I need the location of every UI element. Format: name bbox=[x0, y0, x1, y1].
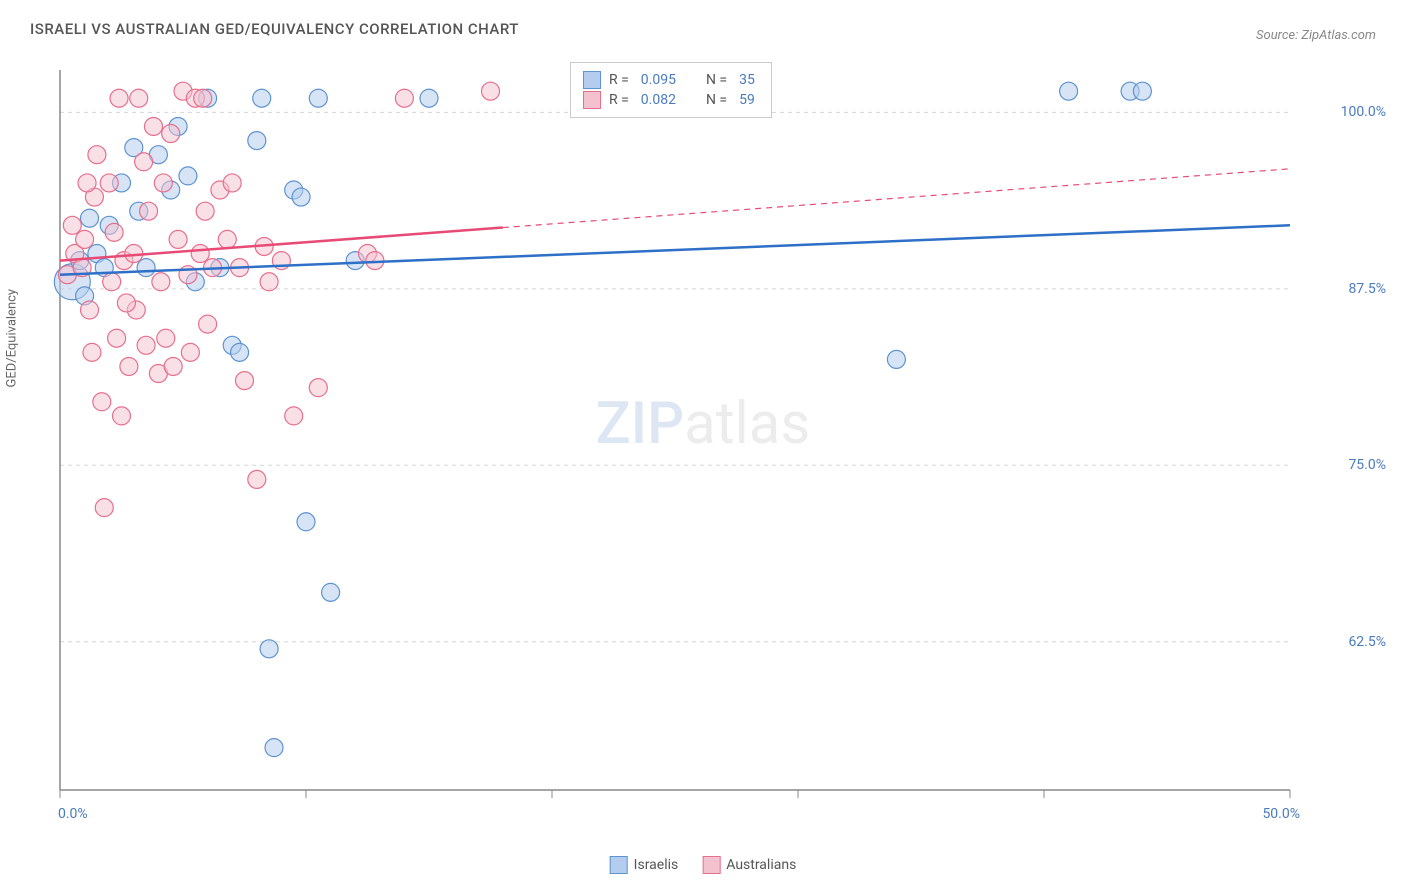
scatter-point bbox=[120, 357, 138, 375]
legend-n-label: N = bbox=[706, 92, 727, 108]
scatter-point bbox=[157, 329, 175, 347]
scatter-point bbox=[140, 202, 158, 220]
scatter-point bbox=[164, 357, 182, 375]
scatter-point bbox=[130, 89, 148, 107]
scatter-point bbox=[218, 230, 236, 248]
source-attribution: Source: ZipAtlas.com bbox=[1256, 28, 1376, 43]
scatter-point bbox=[297, 513, 315, 531]
trend-line-extrapolated bbox=[503, 169, 1290, 228]
scatter-point bbox=[137, 259, 155, 277]
legend-n-value: 59 bbox=[739, 92, 755, 108]
chart-title: ISRAELI VS AUSTRALIAN GED/EQUIVALENCY CO… bbox=[30, 20, 519, 38]
legend-n-value: 35 bbox=[739, 72, 755, 88]
y-tick-label: 100.0% bbox=[1341, 104, 1386, 120]
y-tick-label: 75.0% bbox=[1348, 457, 1386, 473]
legend-swatch bbox=[610, 856, 628, 874]
legend-r-value: 0.095 bbox=[641, 72, 676, 88]
x-tick-label: 50.0% bbox=[1250, 806, 1300, 822]
scatter-point bbox=[169, 230, 187, 248]
scatter-point bbox=[322, 583, 340, 601]
scatter-point bbox=[81, 301, 99, 319]
series-legend: Israelis Australians bbox=[610, 856, 797, 874]
legend-r-value: 0.082 bbox=[641, 92, 676, 108]
legend-row: R = 0.082 N = 59 bbox=[583, 91, 759, 109]
scatter-point bbox=[194, 89, 212, 107]
scatter-point bbox=[93, 393, 111, 411]
scatter-point bbox=[63, 216, 81, 234]
scatter-point bbox=[181, 343, 199, 361]
legend-r-label: R = bbox=[609, 72, 629, 88]
scatter-point bbox=[83, 343, 101, 361]
trend-line bbox=[60, 225, 1290, 274]
series-label: Australians bbox=[726, 857, 796, 873]
scatter-point bbox=[105, 223, 123, 241]
scatter-point bbox=[108, 329, 126, 347]
scatter-point bbox=[76, 230, 94, 248]
scatter-point bbox=[231, 343, 249, 361]
correlation-legend: R = 0.095 N = 35 R = 0.082 N = 59 bbox=[570, 62, 772, 118]
scatter-point bbox=[260, 640, 278, 658]
scatter-point bbox=[196, 202, 214, 220]
y-tick-label: 87.5% bbox=[1348, 281, 1386, 297]
legend-r-label: R = bbox=[609, 92, 629, 108]
series-legend-item: Israelis bbox=[610, 856, 679, 874]
scatter-point bbox=[260, 273, 278, 291]
scatter-point bbox=[887, 350, 905, 368]
scatter-plot bbox=[50, 60, 1340, 820]
scatter-point bbox=[395, 89, 413, 107]
scatter-point bbox=[137, 336, 155, 354]
scatter-point bbox=[309, 379, 327, 397]
scatter-point bbox=[113, 407, 131, 425]
scatter-point bbox=[117, 294, 135, 312]
scatter-point bbox=[144, 117, 162, 135]
legend-n-label: N = bbox=[706, 72, 727, 88]
scatter-point bbox=[78, 174, 96, 192]
scatter-point bbox=[135, 153, 153, 171]
scatter-point bbox=[81, 209, 99, 227]
scatter-point bbox=[223, 174, 241, 192]
scatter-point bbox=[248, 132, 266, 150]
scatter-point bbox=[100, 174, 118, 192]
legend-swatch bbox=[702, 856, 720, 874]
scatter-point bbox=[1060, 82, 1078, 100]
series-legend-item: Australians bbox=[702, 856, 796, 874]
scatter-point bbox=[103, 273, 121, 291]
scatter-point bbox=[88, 146, 106, 164]
scatter-point bbox=[1133, 82, 1151, 100]
legend-row: R = 0.095 N = 35 bbox=[583, 71, 759, 89]
scatter-point bbox=[179, 167, 197, 185]
scatter-point bbox=[309, 89, 327, 107]
scatter-point bbox=[110, 89, 128, 107]
y-tick-label: 62.5% bbox=[1348, 634, 1386, 650]
legend-swatch bbox=[583, 71, 601, 89]
x-tick-label: 0.0% bbox=[58, 806, 88, 822]
scatter-point bbox=[248, 470, 266, 488]
scatter-point bbox=[420, 89, 438, 107]
series-label: Israelis bbox=[634, 857, 679, 873]
scatter-point bbox=[292, 188, 310, 206]
scatter-point bbox=[162, 125, 180, 143]
scatter-point bbox=[265, 739, 283, 757]
scatter-point bbox=[191, 245, 209, 263]
scatter-point bbox=[482, 82, 500, 100]
scatter-point bbox=[95, 499, 113, 517]
chart-svg bbox=[50, 60, 1340, 820]
scatter-point bbox=[236, 372, 254, 390]
scatter-point bbox=[154, 174, 172, 192]
y-axis-label: GED/Equivalency bbox=[5, 289, 20, 388]
scatter-point bbox=[199, 315, 217, 333]
scatter-point bbox=[152, 273, 170, 291]
scatter-point bbox=[253, 89, 271, 107]
legend-swatch bbox=[583, 91, 601, 109]
scatter-point bbox=[285, 407, 303, 425]
